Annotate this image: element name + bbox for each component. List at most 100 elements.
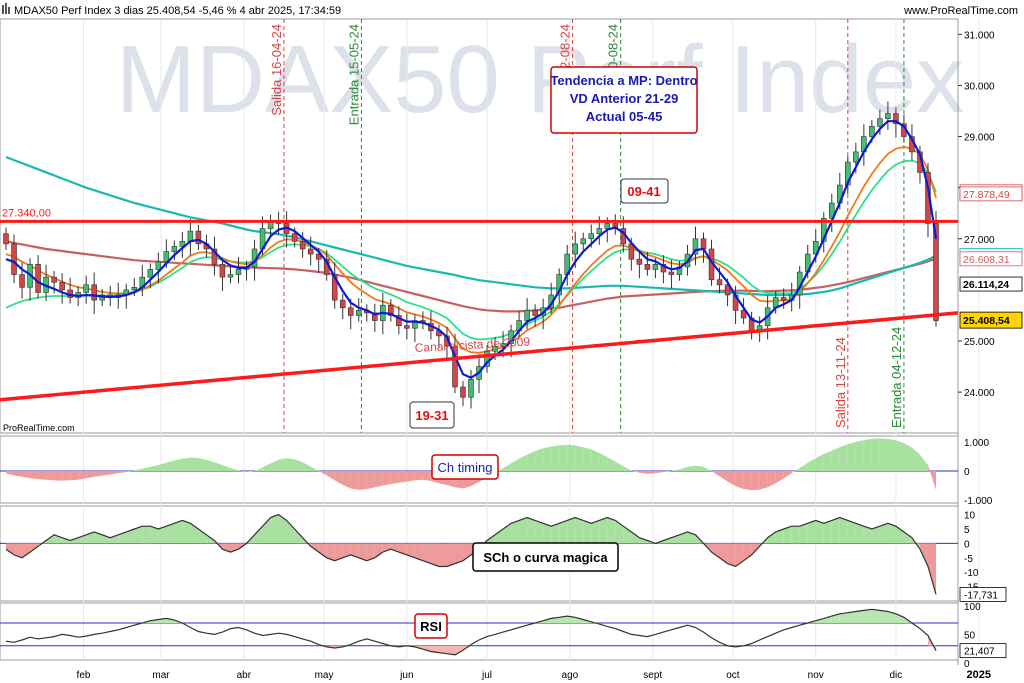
candle-body bbox=[19, 274, 25, 288]
area-fill bbox=[70, 537, 79, 544]
candle-body bbox=[668, 271, 675, 275]
area-fill bbox=[583, 520, 592, 544]
area-fill bbox=[270, 514, 279, 544]
price-label: 26.114,24 bbox=[963, 279, 1009, 291]
area-fill bbox=[927, 465, 936, 490]
sub-y-label: -5 bbox=[964, 554, 973, 565]
candle-body bbox=[933, 223, 939, 321]
area-fill bbox=[895, 613, 904, 623]
x-tick-label: feb bbox=[77, 670, 91, 681]
area-fill bbox=[847, 520, 856, 544]
area-fill bbox=[206, 459, 215, 471]
area-fill bbox=[38, 470, 47, 480]
indicator-line bbox=[5, 608, 937, 656]
ema-fast-line bbox=[5, 120, 938, 380]
area-fill bbox=[855, 610, 864, 623]
candle-body bbox=[131, 287, 138, 291]
candle-body bbox=[3, 233, 9, 245]
area-fill bbox=[126, 529, 135, 544]
area-fill bbox=[254, 467, 263, 471]
label-box bbox=[409, 401, 455, 429]
area-fill bbox=[350, 543, 359, 558]
area-fill bbox=[454, 543, 463, 564]
area-fill bbox=[511, 520, 520, 544]
area-fill bbox=[711, 470, 720, 477]
area-fill bbox=[615, 461, 624, 471]
label-box bbox=[620, 178, 669, 204]
area-fill bbox=[294, 459, 303, 471]
area-fill bbox=[631, 531, 640, 544]
area-fill bbox=[198, 529, 207, 544]
area-fill bbox=[446, 645, 455, 655]
area-fill bbox=[855, 523, 864, 544]
candle-body bbox=[700, 238, 707, 250]
candle-body bbox=[524, 310, 530, 321]
y-tick-label: 29.000 bbox=[964, 133, 995, 144]
area-fill bbox=[422, 470, 431, 481]
area-fill bbox=[759, 470, 768, 490]
price-badge bbox=[959, 276, 1023, 292]
value-badge bbox=[959, 643, 1007, 659]
area-fill bbox=[78, 470, 87, 480]
area-fill bbox=[438, 543, 447, 567]
area-fill bbox=[623, 526, 632, 544]
candle-body bbox=[644, 264, 651, 270]
area-fill bbox=[703, 466, 712, 471]
area-fill bbox=[903, 442, 912, 471]
area-fill bbox=[62, 470, 71, 481]
candle-body bbox=[780, 297, 787, 301]
area-fill bbox=[559, 520, 568, 544]
x-tick-label: 2025 bbox=[967, 669, 991, 681]
area-fill bbox=[286, 520, 295, 544]
area-fill bbox=[519, 454, 528, 471]
area-fill bbox=[86, 531, 95, 544]
area-fill bbox=[831, 517, 840, 544]
resistance-label: 27.340,00 bbox=[2, 207, 51, 219]
candle-body bbox=[11, 243, 17, 275]
channel-label: Canal alcista de 2009 bbox=[414, 335, 530, 355]
x-tick-label: ago bbox=[562, 670, 579, 681]
candle-body bbox=[83, 284, 89, 293]
area-fill bbox=[182, 457, 191, 471]
sub-y-label: 50 bbox=[964, 630, 976, 641]
area-fill bbox=[350, 470, 359, 490]
area-fill bbox=[791, 526, 800, 544]
label-0941: 09-41 bbox=[627, 184, 660, 199]
header-bar bbox=[0, 0, 1024, 19]
area-fill bbox=[222, 465, 231, 471]
area-fill bbox=[390, 470, 399, 485]
area-fill bbox=[775, 470, 784, 484]
area-fill bbox=[543, 523, 552, 544]
area-fill bbox=[366, 543, 375, 561]
area-fill bbox=[639, 470, 648, 474]
area-fill bbox=[318, 543, 327, 558]
area-fill bbox=[438, 645, 447, 654]
candle-body bbox=[885, 113, 891, 119]
ma-cyan-line bbox=[5, 155, 937, 297]
area-fill bbox=[70, 470, 79, 481]
area-fill bbox=[326, 470, 335, 481]
area-fill bbox=[342, 470, 351, 489]
event-label: Entrada 15-05-24 bbox=[346, 24, 361, 125]
watermark: MDAX50 Perf Index bbox=[116, 26, 964, 133]
site-url[interactable]: www.ProRealTime.com bbox=[903, 5, 1018, 17]
x-tick-label: jun bbox=[399, 670, 413, 681]
area-fill bbox=[278, 458, 287, 471]
area-fill bbox=[102, 470, 111, 476]
area-fill bbox=[679, 466, 688, 471]
candle-body bbox=[404, 325, 410, 329]
area-fill bbox=[807, 458, 816, 471]
area-fill bbox=[334, 470, 343, 485]
area-fill bbox=[358, 543, 367, 561]
area-fill bbox=[567, 517, 576, 544]
area-fill bbox=[879, 523, 888, 544]
area-fill bbox=[839, 444, 848, 471]
area-fill bbox=[374, 470, 383, 488]
panel-title: RSI bbox=[420, 619, 442, 634]
label-1931: 19-31 bbox=[415, 408, 448, 423]
area-fill bbox=[190, 457, 199, 471]
area-fill bbox=[6, 543, 15, 555]
area-fill bbox=[575, 517, 584, 544]
area-fill bbox=[198, 458, 207, 471]
